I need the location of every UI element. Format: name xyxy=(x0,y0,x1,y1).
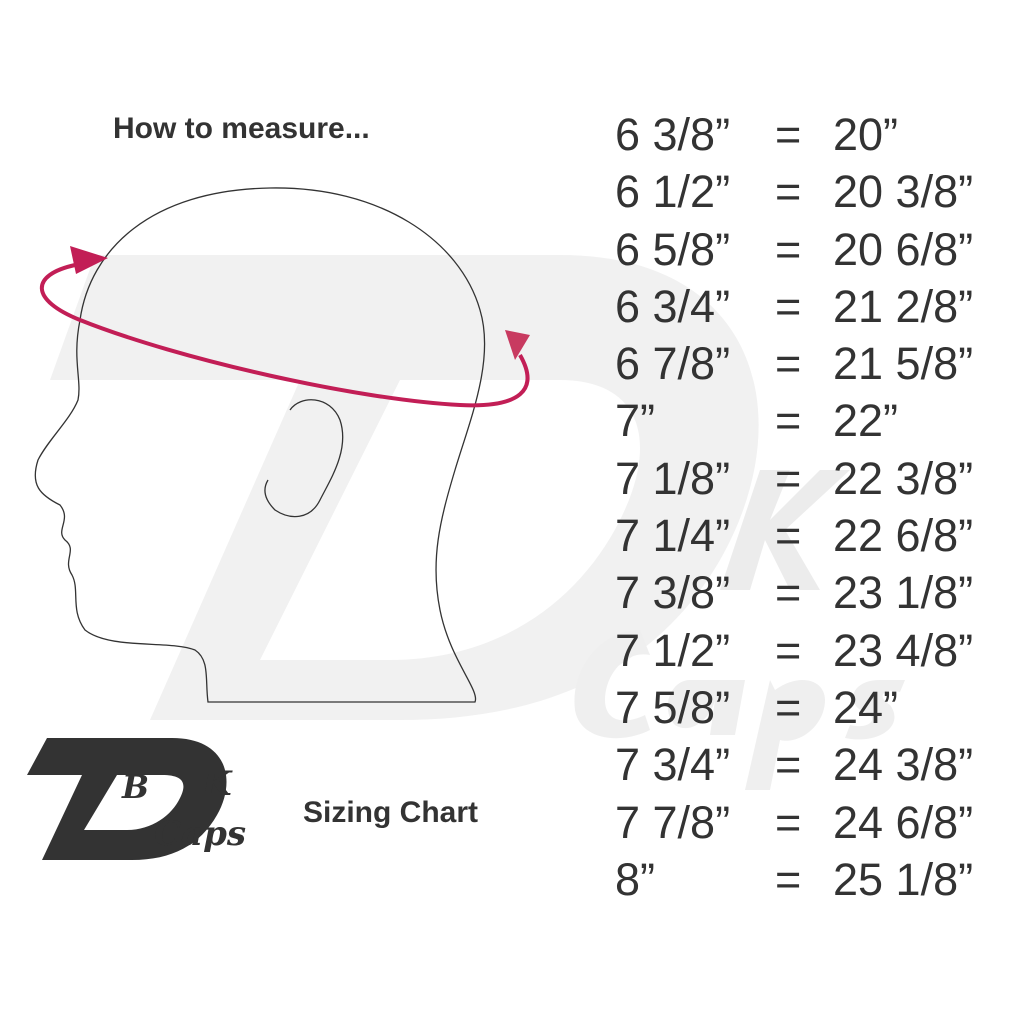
logo-letter-b: B xyxy=(122,768,150,806)
watermark-caps-shape xyxy=(574,630,905,790)
logo-letter-d xyxy=(27,738,227,860)
hat-size: 6 5/8” xyxy=(615,223,731,275)
hat-size: 6 7/8” xyxy=(615,338,731,390)
logo-letter-k: K xyxy=(202,764,232,804)
head-size: 21 5/8” xyxy=(833,338,974,390)
arrow-head-right-icon xyxy=(505,330,530,360)
hat-size: 6 1/2” xyxy=(615,166,731,218)
hat-size: 7 1/4” xyxy=(615,510,731,562)
hat-size: 6 3/8” xyxy=(615,109,731,160)
ear-outline xyxy=(264,399,344,518)
hat-size: 7 5/8” xyxy=(615,681,731,733)
head-size: 21 2/8” xyxy=(833,280,974,332)
hat-size: 6 3/4” xyxy=(615,280,731,332)
equals: = xyxy=(775,109,802,160)
how-to-measure-heading: How to measure... xyxy=(113,112,370,145)
hat-size: 7” xyxy=(615,395,656,447)
head-size: 23 4/8” xyxy=(833,624,974,676)
head-size: 24” xyxy=(833,681,899,733)
sizing-chart-heading: Sizing Chart xyxy=(303,796,479,829)
equals: = xyxy=(775,395,802,447)
equals: = xyxy=(775,338,802,390)
equals: = xyxy=(775,280,802,332)
head-size: 20 3/8” xyxy=(833,166,974,218)
equals: = xyxy=(775,510,802,562)
head-size: 22 3/8” xyxy=(833,452,974,504)
arrow-head-left-icon xyxy=(70,246,108,274)
logo-text: Caps xyxy=(154,814,247,854)
equals: = xyxy=(775,739,802,791)
equals: = xyxy=(775,452,802,504)
hat-size: 7 3/8” xyxy=(615,567,731,619)
equals: = xyxy=(775,796,802,848)
dbk-caps-logo: B K Caps xyxy=(22,730,272,870)
equals: = xyxy=(775,166,802,218)
head-size: 20” xyxy=(833,109,899,160)
head-size: 24 3/8” xyxy=(833,739,974,791)
equals: = xyxy=(775,624,802,676)
equals: = xyxy=(775,853,802,905)
head-size: 22 6/8” xyxy=(833,510,974,562)
equals: = xyxy=(775,567,802,619)
measure-ring xyxy=(39,263,530,408)
hat-size: 7 7/8” xyxy=(615,796,731,848)
head-size: 23 1/8” xyxy=(833,567,974,619)
hat-size: 8” xyxy=(615,853,656,905)
hat-size: 7 1/8” xyxy=(615,452,731,504)
hat-size: 7 3/4” xyxy=(615,739,731,791)
hat-size: 7 1/2” xyxy=(615,624,731,676)
head-size: 25 1/8” xyxy=(833,853,974,905)
head-size: 20 6/8” xyxy=(833,223,974,275)
equals: = xyxy=(775,681,802,733)
watermark-k-shape xyxy=(720,470,850,590)
head-outline xyxy=(34,187,486,703)
watermark-d-shape xyxy=(50,255,759,720)
head-size: 24 6/8” xyxy=(833,796,974,848)
head-size: 22” xyxy=(833,395,899,447)
equals: = xyxy=(775,223,802,275)
